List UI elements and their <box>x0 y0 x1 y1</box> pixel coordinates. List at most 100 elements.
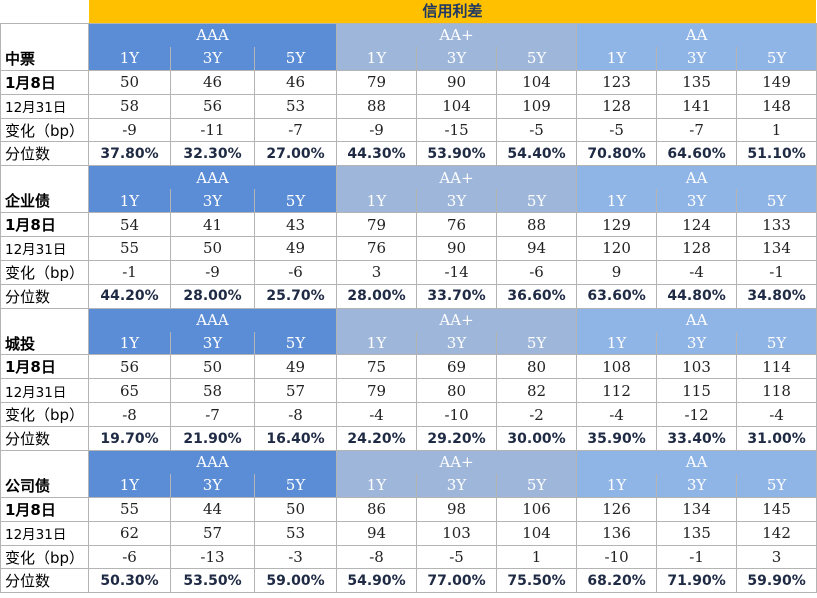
spread-value-cell: 56 <box>88 354 171 380</box>
spread-value-cell: -8 <box>253 402 338 428</box>
spread-value-cell: 86 <box>336 496 418 522</box>
tenor-header: 3Y <box>656 46 738 71</box>
tenor-header: 3Y <box>416 46 498 71</box>
spread-value-cell: 115 <box>656 378 738 404</box>
spread-value-cell: 32.30% <box>170 141 255 167</box>
section-label-spacer <box>0 450 89 474</box>
spread-value-cell: 63.60% <box>576 283 658 309</box>
spread-value-cell: 64.60% <box>656 141 738 167</box>
percentile-row: 分位数 44.20% 28.00% 25.70% 28.00% 33.70% 36.60% 6… <box>0 283 817 309</box>
spread-value-cell: 103 <box>416 520 498 546</box>
spread-value-cell: 24.20% <box>336 426 418 452</box>
spread-value-cell: 148 <box>736 93 817 119</box>
spread-value-cell: 51.10% <box>736 141 817 167</box>
spread-value-cell: -6 <box>496 259 578 285</box>
date-row-jan8: 1月8日 55 44 50 86 98 106 126 134 145 <box>0 496 817 522</box>
spread-value-cell: 3 <box>336 259 418 285</box>
spread-value-cell: 98 <box>416 496 498 522</box>
row-label: 变化（bp） <box>0 544 89 570</box>
spread-value-cell: 30.00% <box>496 426 578 452</box>
spread-value-cell: 114 <box>736 354 817 380</box>
spread-value-cell: 70.80% <box>576 141 658 167</box>
spread-value-cell: -4 <box>336 402 418 428</box>
spread-value-cell: -6 <box>88 544 171 570</box>
rating-group-header: AA <box>576 307 817 332</box>
section-name: 公司债 <box>0 473 89 498</box>
date-row-dec31: 12月31日 58 56 53 88 104 109 128 141 148 <box>0 93 817 119</box>
spread-value-cell: 58 <box>88 93 171 119</box>
spread-value-cell: 57 <box>170 520 255 546</box>
spread-value-cell: 44.20% <box>88 283 171 309</box>
tenor-header: 3Y <box>416 189 498 214</box>
tenor-header: 3Y <box>170 46 255 71</box>
spread-value-cell: 41 <box>170 212 255 238</box>
tenor-header-row: 企业债 1Y 3Y 5Y 1Y 3Y 5Y 1Y 3Y 5Y <box>0 189 817 214</box>
spread-value-cell: 3 <box>736 544 817 570</box>
date-row-dec31: 12月31日 65 58 57 79 80 82 112 115 118 <box>0 378 817 404</box>
spread-value-cell: 65 <box>88 378 171 404</box>
spread-value-cell: 34.80% <box>736 283 817 309</box>
spread-value-cell: 129 <box>576 212 658 238</box>
spread-value-cell: -5 <box>576 117 658 143</box>
spread-value-cell: 128 <box>576 93 658 119</box>
row-label: 分位数 <box>0 568 89 594</box>
tenor-header: 5Y <box>253 46 338 71</box>
row-label: 12月31日 <box>0 236 89 261</box>
spread-value-cell: 62 <box>88 520 171 546</box>
spread-value-cell: -1 <box>736 259 817 285</box>
tenor-header: 1Y <box>88 473 171 498</box>
date-row-dec31: 12月31日 55 50 49 76 90 94 120 128 134 <box>0 236 817 261</box>
row-label: 分位数 <box>0 426 89 452</box>
spread-value-cell: 68.20% <box>576 568 658 594</box>
group-header-row: AAA AA+ AA <box>0 22 817 47</box>
spread-value-cell: 25.70% <box>253 283 338 309</box>
spread-value-cell: -5 <box>416 544 498 570</box>
tenor-header: 5Y <box>253 331 338 356</box>
spread-value-cell: 31.00% <box>736 426 817 452</box>
date-row-jan8: 1月8日 50 46 46 79 90 104 123 135 149 <box>0 69 817 95</box>
spread-value-cell: 79 <box>336 69 418 95</box>
spread-value-cell: -4 <box>656 259 738 285</box>
spread-value-cell: 36.60% <box>496 283 578 309</box>
spread-value-cell: 71.90% <box>656 568 738 594</box>
spread-value-cell: 104 <box>496 520 578 546</box>
tenor-header: 1Y <box>88 331 171 356</box>
group-header-row: AAA AA+ AA <box>0 165 817 190</box>
spread-value-cell: 37.80% <box>88 141 171 167</box>
tenor-header: 1Y <box>88 189 171 214</box>
tenor-header-row: 公司债 1Y 3Y 5Y 1Y 3Y 5Y 1Y 3Y 5Y <box>0 473 817 498</box>
spread-value-cell: 75.50% <box>496 568 578 594</box>
spread-value-cell: 58 <box>170 378 255 404</box>
change-row: 变化（bp） -6 -13 -3 -8 -5 1 -10 -1 3 <box>0 544 817 570</box>
section-label-spacer <box>0 22 89 47</box>
spread-value-cell: 33.40% <box>656 426 738 452</box>
tenor-header: 3Y <box>416 331 498 356</box>
spread-value-cell: 53 <box>253 93 338 119</box>
spread-value-cell: 53.50% <box>170 568 255 594</box>
spread-value-cell: 50 <box>170 236 255 261</box>
spread-value-cell: 118 <box>736 378 817 404</box>
section-name: 企业债 <box>0 189 89 214</box>
spread-value-cell: -4 <box>576 402 658 428</box>
row-label: 1月8日 <box>0 496 89 522</box>
spread-value-cell: 44 <box>170 496 255 522</box>
tenor-header: 3Y <box>170 473 255 498</box>
tenor-header: 3Y <box>656 473 738 498</box>
spread-value-cell: 90 <box>416 236 498 261</box>
date-row-jan8: 1月8日 56 50 49 75 69 80 108 103 114 <box>0 354 817 380</box>
spread-value-cell: 76 <box>416 212 498 238</box>
spread-value-cell: -10 <box>416 402 498 428</box>
spread-value-cell: 16.40% <box>253 426 338 452</box>
row-label: 1月8日 <box>0 354 89 380</box>
spread-value-cell: 123 <box>576 69 658 95</box>
section-name: 中票 <box>0 46 89 71</box>
change-row: 变化（bp） -8 -7 -8 -4 -10 -2 -4 -12 -4 <box>0 402 817 428</box>
spread-value-cell: -7 <box>656 117 738 143</box>
row-label: 变化（bp） <box>0 402 89 428</box>
spread-value-cell: 44.30% <box>336 141 418 167</box>
tenor-header: 5Y <box>253 473 338 498</box>
tenor-header: 5Y <box>496 46 578 71</box>
spread-value-cell: 54.90% <box>336 568 418 594</box>
spread-value-cell: 104 <box>496 69 578 95</box>
rating-group-header: AA+ <box>336 22 578 47</box>
